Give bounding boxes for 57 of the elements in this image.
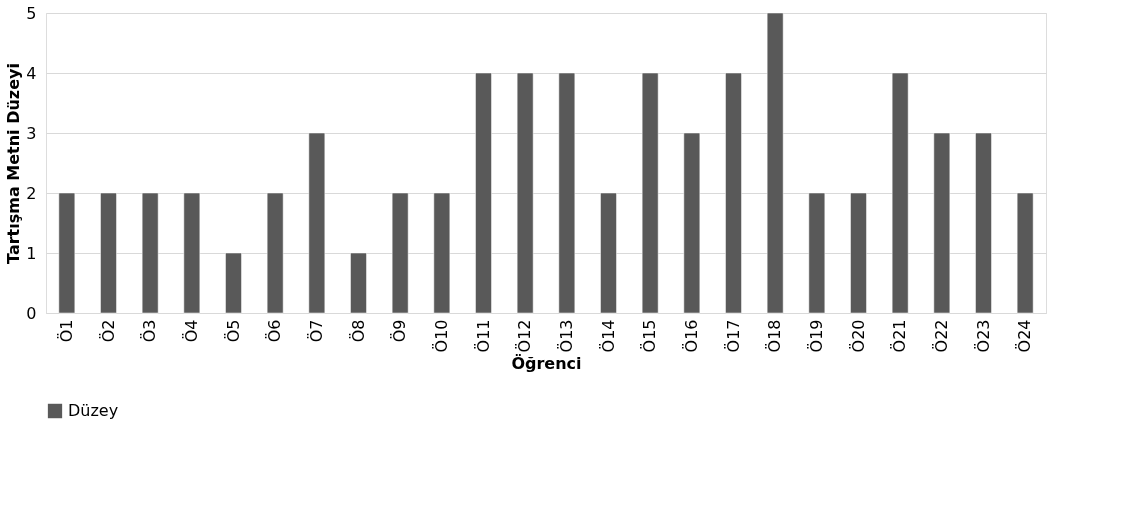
x-tick-label: Ö7 xyxy=(306,319,326,343)
y-tick-label: 0 xyxy=(26,303,37,323)
bar xyxy=(58,192,76,314)
x-tick-label: Ö21 xyxy=(890,319,910,353)
bar xyxy=(641,72,659,314)
y-tick-label: 3 xyxy=(26,123,37,143)
x-tick-label: Ö16 xyxy=(681,319,701,353)
bar xyxy=(1016,192,1034,314)
bar xyxy=(308,132,326,314)
bar xyxy=(433,192,451,314)
x-tick-label: Ö15 xyxy=(640,319,660,353)
bar xyxy=(141,192,159,314)
bar xyxy=(891,72,909,314)
bar xyxy=(725,72,742,314)
bar xyxy=(266,192,284,314)
x-tick-label: Ö24 xyxy=(1015,319,1035,353)
y-axis-title: Tartışma Metni Düzeyi xyxy=(4,63,24,264)
x-tick-label: Ö17 xyxy=(723,319,743,353)
y-tick-label: 4 xyxy=(26,63,37,83)
legend-label: Düzey xyxy=(68,401,119,420)
x-tick-label: Ö13 xyxy=(556,319,576,353)
x-tick-label: Ö14 xyxy=(598,319,618,353)
x-tick-label: Ö20 xyxy=(848,319,868,353)
x-tick-label: Ö22 xyxy=(931,319,951,353)
x-tick-label: Ö5 xyxy=(223,319,243,343)
bar xyxy=(516,72,534,314)
x-tick-label: Ö6 xyxy=(265,319,285,343)
y-tick-label: 5 xyxy=(26,3,37,23)
x-tick-label: Ö4 xyxy=(181,319,201,343)
y-tick-label: 1 xyxy=(26,243,37,263)
bar xyxy=(225,252,242,314)
x-tick-label: Ö1 xyxy=(56,319,76,343)
bar xyxy=(975,132,992,314)
bar xyxy=(391,192,409,314)
bar xyxy=(350,252,367,314)
x-tick-label: Ö10 xyxy=(431,319,451,353)
bar xyxy=(766,12,784,314)
x-axis-title: Öğrenci xyxy=(511,354,582,374)
x-tick-label: Ö23 xyxy=(973,319,993,353)
x-tick-label: Ö9 xyxy=(390,319,410,343)
x-tick-label: Ö8 xyxy=(348,319,368,343)
bar xyxy=(850,192,867,314)
y-tick-label: 2 xyxy=(26,183,37,203)
x-tick-label: Ö19 xyxy=(806,319,826,353)
bar xyxy=(683,132,701,314)
bar xyxy=(100,192,117,314)
x-tick-label: Ö11 xyxy=(473,319,493,353)
bar xyxy=(183,192,201,314)
x-tick-label: Ö2 xyxy=(98,319,118,343)
bar xyxy=(933,132,951,314)
bar xyxy=(600,192,617,314)
x-tick-label: Ö12 xyxy=(515,319,535,353)
bar xyxy=(558,72,576,314)
bar xyxy=(808,192,826,314)
x-tick-label: Ö3 xyxy=(140,319,160,343)
bar xyxy=(475,72,492,314)
x-tick-label: Ö18 xyxy=(765,319,785,353)
